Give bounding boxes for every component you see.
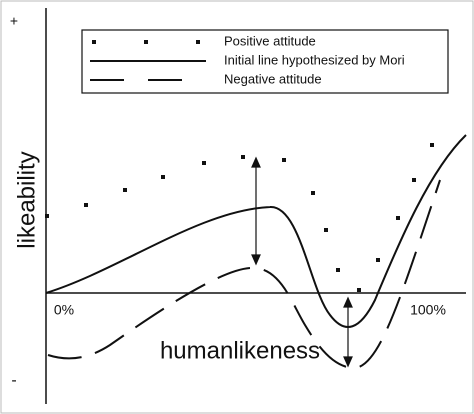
legend-dots [92, 40, 200, 44]
axis-bottom-label: - [11, 372, 16, 389]
x-start-label: 0% [54, 302, 74, 318]
x-end-label: 100% [410, 302, 446, 318]
legend-label: Initial line hypothesized by Mori [224, 52, 405, 67]
legend-label: Negative attitude [224, 71, 322, 86]
axis-top-label: + [10, 13, 18, 29]
mori-line [45, 134, 467, 328]
positive-dots [45, 143, 434, 292]
legend-label: Positive attitude [224, 33, 316, 48]
x-label: humanlikeness [160, 337, 320, 364]
negative-line [47, 179, 441, 370]
y-label: likeability [13, 151, 40, 248]
arrows [251, 156, 353, 368]
